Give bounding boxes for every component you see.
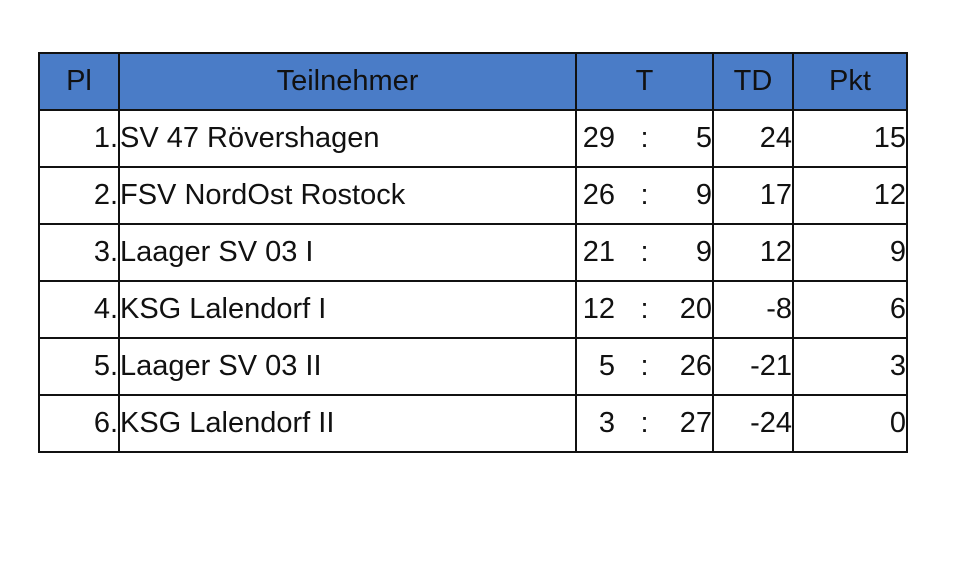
goals-separator: : (640, 293, 649, 325)
goals-for: 5 (598, 350, 615, 382)
cell-goal-diff: 17 (712, 166, 794, 225)
goals-against: 27 (679, 407, 712, 439)
cell-goals: 5 : 26 (575, 337, 714, 396)
header-team: Teilnehmer (118, 52, 577, 111)
goals-separator: : (640, 179, 649, 211)
cell-team: SV 47 Rövershagen (118, 109, 577, 168)
cell-goal-diff: -8 (712, 280, 794, 339)
goals-separator: : (640, 236, 649, 268)
cell-points: 12 (792, 166, 908, 225)
header-pl: Pl (38, 52, 120, 111)
cell-goals: 26 : 9 (575, 166, 714, 225)
goals-for: 12 (582, 293, 615, 325)
header-pkt: Pkt (792, 52, 908, 111)
goals-for: 3 (598, 407, 615, 439)
table-row: 5. Laager SV 03 II 5 : 26 -21 3 (38, 337, 908, 396)
standings-table: Pl Teilnehmer T TD Pkt 1. SV 47 Röversha… (38, 52, 908, 453)
cell-place: 2. (38, 166, 120, 225)
cell-goals: 29 : 5 (575, 109, 714, 168)
goals-for: 29 (582, 122, 615, 154)
cell-goals: 21 : 9 (575, 223, 714, 282)
goals-for: 21 (582, 236, 615, 268)
cell-place: 1. (38, 109, 120, 168)
header-td: TD (712, 52, 794, 111)
goals-separator: : (640, 122, 649, 154)
table-row: 6. KSG Lalendorf II 3 : 27 -24 0 (38, 394, 908, 453)
header-t: T (575, 52, 714, 111)
cell-points: 15 (792, 109, 908, 168)
cell-place: 6. (38, 394, 120, 453)
cell-place: 5. (38, 337, 120, 396)
table-row: 4. KSG Lalendorf I 12 : 20 -8 6 (38, 280, 908, 339)
cell-team: Laager SV 03 II (118, 337, 577, 396)
cell-place: 4. (38, 280, 120, 339)
cell-goal-diff: -21 (712, 337, 794, 396)
goals-against: 9 (695, 236, 712, 268)
goals-against: 20 (679, 293, 712, 325)
cell-goal-diff: -24 (712, 394, 794, 453)
goals-separator: : (640, 350, 649, 382)
table-body: 1. SV 47 Rövershagen 29 : 5 24 15 2. FSV… (38, 109, 908, 453)
goals-against: 5 (695, 122, 712, 154)
table-header: Pl Teilnehmer T TD Pkt (38, 52, 908, 111)
table-row: 2. FSV NordOst Rostock 26 : 9 17 12 (38, 166, 908, 225)
cell-team: FSV NordOst Rostock (118, 166, 577, 225)
goals-against: 9 (695, 179, 712, 211)
goals-against: 26 (679, 350, 712, 382)
goals-separator: : (640, 407, 649, 439)
table-row: 3. Laager SV 03 I 21 : 9 12 9 (38, 223, 908, 282)
cell-goal-diff: 24 (712, 109, 794, 168)
cell-team: KSG Lalendorf I (118, 280, 577, 339)
cell-points: 3 (792, 337, 908, 396)
cell-place: 3. (38, 223, 120, 282)
goals-for: 26 (582, 179, 615, 211)
cell-points: 9 (792, 223, 908, 282)
cell-team: Laager SV 03 I (118, 223, 577, 282)
cell-team: KSG Lalendorf II (118, 394, 577, 453)
cell-goals: 12 : 20 (575, 280, 714, 339)
cell-points: 6 (792, 280, 908, 339)
table-row: 1. SV 47 Rövershagen 29 : 5 24 15 (38, 109, 908, 168)
cell-points: 0 (792, 394, 908, 453)
cell-goals: 3 : 27 (575, 394, 714, 453)
header-row: Pl Teilnehmer T TD Pkt (38, 52, 908, 111)
cell-goal-diff: 12 (712, 223, 794, 282)
